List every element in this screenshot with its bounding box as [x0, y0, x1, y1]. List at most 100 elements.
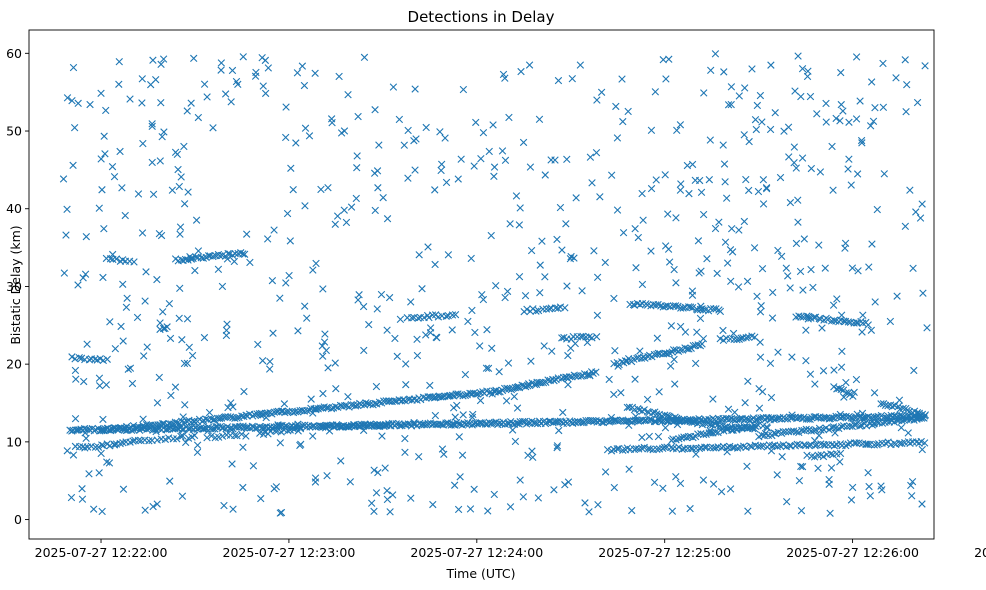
detection-point	[638, 433, 646, 442]
detection-point	[97, 89, 105, 98]
detection-point	[539, 378, 548, 387]
detection-point	[870, 420, 878, 428]
detection-point	[79, 274, 87, 282]
detection-point	[271, 427, 279, 435]
detection-point	[306, 423, 314, 431]
detection-point	[744, 377, 752, 385]
detection-point	[822, 99, 830, 108]
detection-point	[713, 269, 721, 278]
detection-point	[638, 444, 646, 452]
detection-point	[309, 409, 317, 417]
detection-point	[459, 392, 467, 400]
detection-point	[837, 363, 846, 371]
detection-point	[659, 444, 667, 453]
detection-point	[794, 196, 802, 204]
detection-point	[410, 418, 418, 427]
detection-point	[239, 483, 247, 492]
detection-point	[593, 96, 601, 104]
detection-point	[669, 346, 678, 354]
detection-point	[813, 110, 821, 118]
detection-point	[521, 292, 530, 300]
x-tick-label: 2025-07-27 12:23:00	[223, 545, 356, 560]
detection-point	[852, 115, 861, 123]
detection-point	[177, 173, 185, 181]
detection-point	[178, 425, 186, 434]
detection-point	[391, 397, 399, 405]
detection-point	[619, 446, 627, 454]
detection-point	[174, 165, 182, 174]
detection-point	[688, 287, 697, 295]
detection-point	[501, 156, 510, 165]
detection-point	[867, 78, 876, 86]
detection-point	[332, 384, 340, 393]
detection-point	[776, 173, 785, 182]
detection-point	[691, 359, 700, 368]
detection-point	[523, 305, 531, 313]
detection-point	[274, 421, 282, 429]
detection-point	[466, 505, 475, 513]
detection-point	[709, 444, 718, 452]
detection-point	[200, 333, 209, 342]
detection-point	[190, 417, 199, 426]
detection-point	[138, 229, 147, 237]
detection-point	[829, 423, 838, 431]
detection-point	[835, 384, 843, 393]
detection-point	[686, 303, 695, 311]
detection-point	[583, 338, 592, 347]
detection-point	[78, 485, 86, 493]
detection-point	[354, 112, 362, 121]
detection-point	[202, 415, 210, 423]
detection-point	[822, 118, 830, 126]
detection-point	[331, 359, 339, 367]
detection-point	[142, 268, 150, 276]
detection-point	[853, 410, 861, 419]
detection-point	[647, 184, 656, 193]
detection-point	[719, 326, 727, 335]
detection-point	[261, 89, 270, 98]
detection-point	[287, 164, 295, 172]
detection-point	[494, 388, 503, 396]
detection-point	[781, 428, 790, 436]
detection-point	[478, 291, 486, 299]
detection-point	[650, 417, 659, 426]
detection-point	[294, 420, 302, 428]
detection-point	[773, 471, 781, 479]
detection-point	[516, 476, 524, 484]
detection-point	[261, 56, 270, 65]
detection-point	[798, 426, 806, 435]
detection-point	[307, 395, 315, 403]
detection-point	[733, 335, 741, 344]
detection-point	[102, 106, 110, 115]
detection-point	[716, 422, 724, 430]
detection-point	[816, 168, 825, 176]
detection-point	[667, 322, 676, 330]
detection-point	[153, 500, 161, 508]
detection-point	[564, 380, 572, 389]
detection-point	[436, 128, 444, 136]
x-axis-label: Time (UTC)	[445, 566, 515, 581]
detection-point	[444, 251, 453, 259]
detection-point	[425, 313, 433, 322]
detection-point	[832, 412, 840, 421]
detection-point	[785, 153, 793, 161]
detection-point	[778, 453, 786, 461]
detection-point	[751, 115, 760, 124]
detection-point	[377, 290, 386, 299]
detection-point	[106, 318, 114, 326]
detection-point	[183, 107, 191, 115]
detection-point	[858, 328, 866, 336]
detection-point	[374, 468, 382, 477]
detection-point	[209, 124, 217, 132]
detection-point	[269, 329, 277, 337]
detection-point	[594, 501, 602, 509]
detection-point	[163, 323, 171, 331]
detection-point	[233, 414, 241, 422]
detection-point	[795, 312, 803, 320]
detection-point	[222, 331, 231, 340]
detection-point	[886, 317, 895, 326]
detection-point	[815, 241, 823, 249]
detection-point	[592, 148, 601, 157]
detection-point	[794, 218, 802, 226]
detection-point	[664, 210, 672, 218]
